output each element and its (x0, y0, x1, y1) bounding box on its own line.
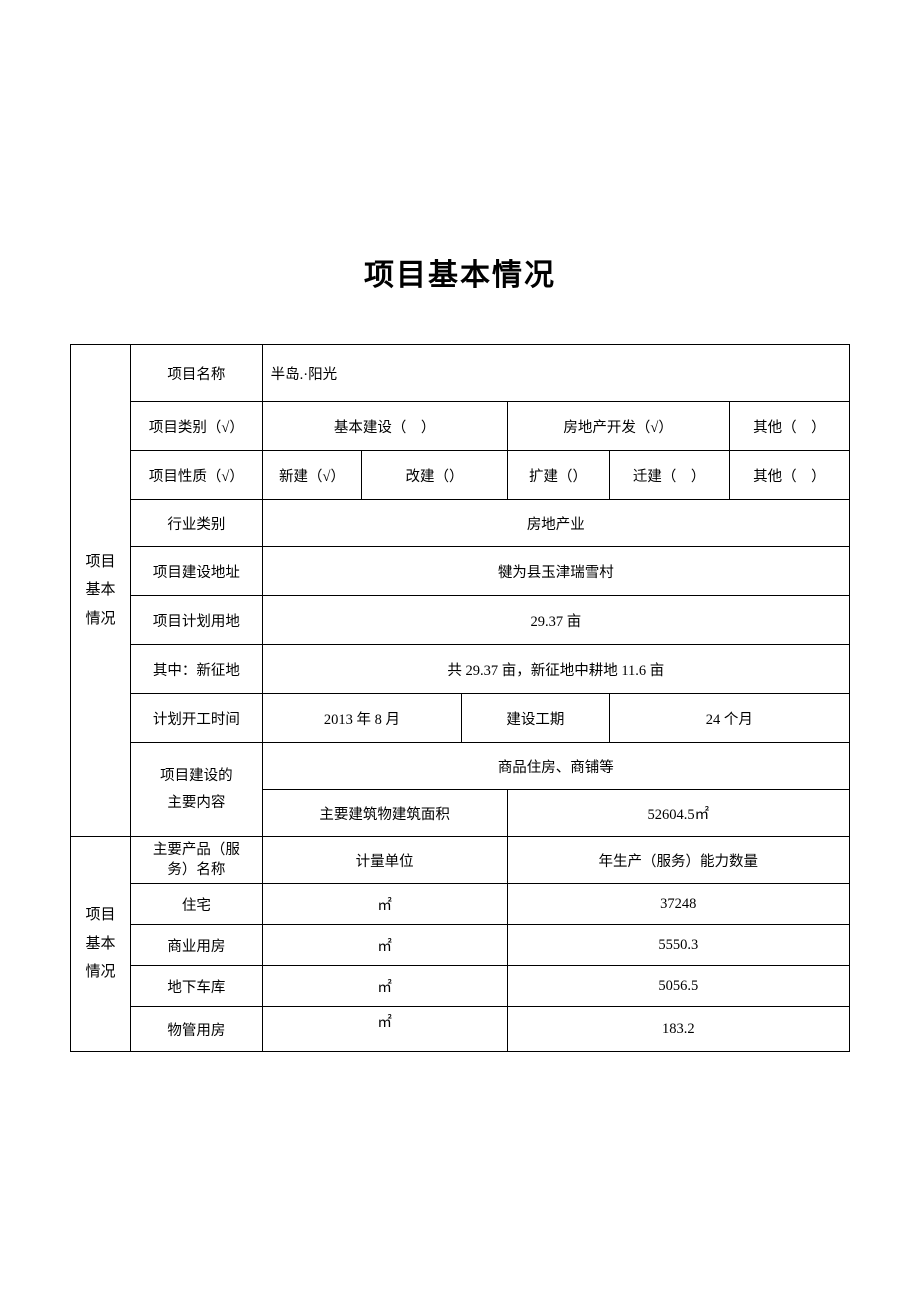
product-row-unit: ㎡ (262, 884, 507, 925)
project-nature-label: 项目性质（√） (131, 451, 263, 500)
product-header-name: 主要产品（服 务）名称 (131, 837, 263, 884)
product-row-value: 5056.5 (507, 966, 849, 1007)
project-name-label: 项目名称 (131, 345, 263, 402)
product-header-capacity: 年生产（服务）能力数量 (507, 837, 849, 884)
section2-label: 项目 基本 情况 (71, 837, 131, 1052)
product-row-value: 183.2 (507, 1007, 849, 1052)
project-nature-opt2: 改建（） (362, 451, 507, 500)
section1-label: 项目 基本 情况 (71, 345, 131, 837)
product-row-name: 地下车库 (131, 966, 263, 1007)
product-row-name: 物管用房 (131, 1007, 263, 1052)
address-label: 项目建设地址 (131, 547, 263, 596)
product-row-name: 住宅 (131, 884, 263, 925)
land-label: 项目计划用地 (131, 596, 263, 645)
start-value: 2013 年 8 月 (262, 694, 462, 743)
project-nature-opt4: 迁建（ ） (609, 451, 729, 500)
project-category-label: 项目类别（√） (131, 402, 263, 451)
content-sub-label: 主要建筑物建筑面积 (262, 790, 507, 837)
address-value: 犍为县玉津瑞雪村 (262, 547, 849, 596)
period-value: 24 个月 (609, 694, 849, 743)
project-category-opt1: 基本建设（ ） (262, 402, 507, 451)
content-value-top: 商品住房、商铺等 (262, 743, 849, 790)
project-info-table: 项目 基本 情况 项目名称 半岛.·阳光 项目类别（√） 基本建设（ ） 房地产… (70, 344, 850, 1052)
newland-label: 其中：新征地 (131, 645, 263, 694)
product-row-unit: ㎡ (262, 925, 507, 966)
product-row-value: 5550.3 (507, 925, 849, 966)
project-name-value: 半岛.·阳光 (262, 345, 849, 402)
land-value: 29.37 亩 (262, 596, 849, 645)
start-label: 计划开工时间 (131, 694, 263, 743)
content-sub-value: 52604.5㎡ (507, 790, 849, 837)
period-label: 建设工期 (462, 694, 609, 743)
industry-label: 行业类别 (131, 500, 263, 547)
project-nature-opt5: 其他（ ） (729, 451, 849, 500)
project-nature-opt1: 新建（√） (262, 451, 362, 500)
product-row-unit: ㎡ (262, 1007, 507, 1052)
page-title: 项目基本情况 (70, 250, 850, 294)
industry-value: 房地产业 (262, 500, 849, 547)
project-category-opt2: 房地产开发（√） (507, 402, 729, 451)
project-category-opt3: 其他（ ） (729, 402, 849, 451)
content-label: 项目建设的 主要内容 (131, 743, 263, 837)
product-row-value: 37248 (507, 884, 849, 925)
newland-value: 共 29.37 亩，新征地中耕地 11.6 亩 (262, 645, 849, 694)
project-nature-opt3: 扩建（） (507, 451, 609, 500)
product-row-unit: ㎡ (262, 966, 507, 1007)
product-header-unit: 计量单位 (262, 837, 507, 884)
product-row-name: 商业用房 (131, 925, 263, 966)
